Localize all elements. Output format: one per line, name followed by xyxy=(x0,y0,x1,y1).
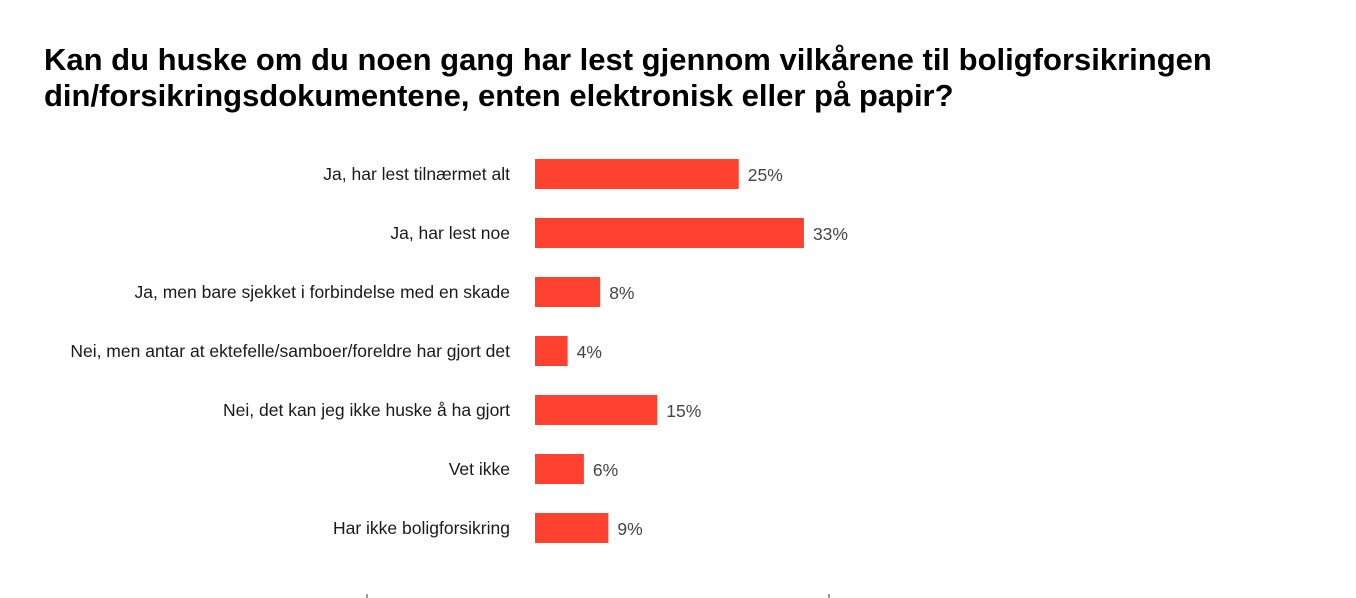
category-label: Har ikke boligforsikring xyxy=(333,518,510,538)
value-label: 6% xyxy=(593,460,618,480)
value-label: 4% xyxy=(577,342,602,362)
axis-tick-marks xyxy=(366,594,830,598)
bar xyxy=(535,395,658,425)
category-label: Ja, har lest noe xyxy=(390,223,510,243)
category-label: Ja, men bare sjekket i forbindelse med e… xyxy=(135,282,510,302)
bar xyxy=(535,277,601,307)
category-label: Ja, har lest tilnærmet alt xyxy=(323,164,510,184)
bars-layer xyxy=(535,159,804,543)
bar xyxy=(535,454,584,484)
chart-title: Kan du huske om du noen gang har lest gj… xyxy=(44,42,1212,113)
value-label: 15% xyxy=(666,401,701,421)
bar xyxy=(535,513,609,543)
category-label: Vet ikke xyxy=(449,459,510,479)
category-label: Nei, det kan jeg ikke huske å ha gjort xyxy=(223,400,510,420)
value-labels: 25% 33% 8% 4% 15% 6% 9% xyxy=(577,165,848,539)
value-label: 9% xyxy=(617,519,642,539)
category-labels: Ja, har lest tilnærmet alt Ja, har lest n… xyxy=(70,164,510,538)
category-label: Nei, men antar at ektefelle/samboer/fore… xyxy=(70,341,510,361)
value-label: 33% xyxy=(813,224,848,244)
value-label: 8% xyxy=(609,283,634,303)
value-label: 25% xyxy=(748,165,783,185)
bar xyxy=(535,159,739,189)
bar xyxy=(535,218,804,248)
bar xyxy=(535,336,568,366)
